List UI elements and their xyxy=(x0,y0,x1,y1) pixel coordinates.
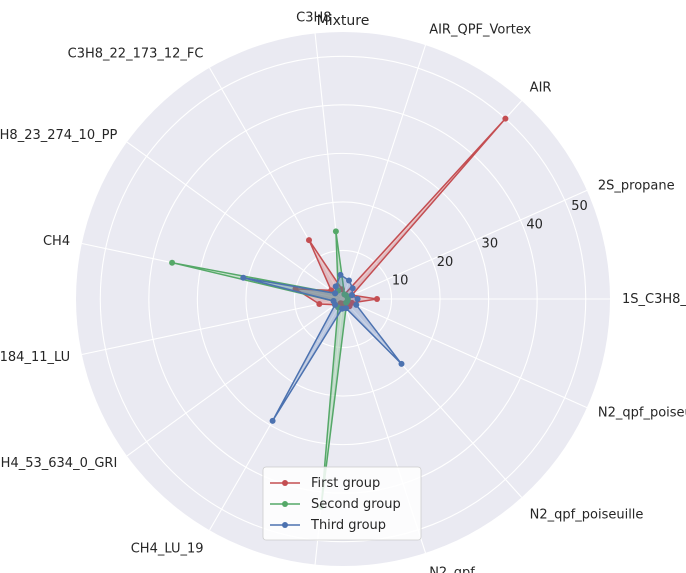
data-point xyxy=(316,301,323,307)
data-point xyxy=(332,283,339,290)
data-point xyxy=(332,301,339,308)
chart-title: Mixture xyxy=(317,13,370,29)
grid-spoke xyxy=(126,141,344,300)
data-point xyxy=(346,277,352,284)
polar-grid xyxy=(76,32,610,566)
data-point xyxy=(337,271,344,278)
legend-label: Second group xyxy=(311,497,401,512)
grid-spoke xyxy=(342,298,588,409)
data-point xyxy=(374,296,380,302)
radial-tick-label: 40 xyxy=(526,218,543,233)
category-label: C3H8 xyxy=(296,11,331,26)
data-point xyxy=(332,228,339,235)
grid-spoke xyxy=(342,44,427,300)
data-point xyxy=(348,292,355,299)
legend-label: Third group xyxy=(310,518,386,533)
grid-spoke xyxy=(342,298,523,498)
grid-spoke xyxy=(126,298,344,457)
category-label: CH4_19_184_11_LU xyxy=(0,350,70,365)
radial-tick-label: 20 xyxy=(437,255,454,270)
radial-tick-label: 30 xyxy=(482,236,499,251)
legend-marker xyxy=(282,480,288,486)
category-label: C3H8_22_173_12_FC xyxy=(68,46,204,61)
data-point xyxy=(169,259,176,266)
legend-marker xyxy=(282,522,288,528)
category-label: CH4 xyxy=(43,234,70,249)
data-point xyxy=(398,360,405,367)
category-label: CH4_53_634_0_GRI xyxy=(0,456,117,471)
category-label: N2_qpf_poiseuille_2D xyxy=(598,405,686,420)
series-group xyxy=(240,271,405,424)
radial-tick-label: 50 xyxy=(571,199,588,214)
data-point xyxy=(341,291,348,298)
category-label: 2S_propane xyxy=(598,179,675,194)
category-label: C3H8_23_274_10_PP xyxy=(0,128,117,143)
radial-ticks: 10 20 30 40 50 xyxy=(392,199,588,288)
data-point xyxy=(240,274,247,281)
grid-spoke xyxy=(81,298,344,356)
category-label: N2_qpf_poiseuille xyxy=(530,507,644,522)
series-area xyxy=(242,274,403,422)
legend-marker xyxy=(282,501,288,507)
data-point xyxy=(306,237,312,244)
data-point xyxy=(344,298,351,304)
category-label: N2_qpf xyxy=(429,565,475,573)
series-layer xyxy=(169,115,509,510)
data-point xyxy=(349,285,356,292)
data-point xyxy=(502,115,509,122)
data-point xyxy=(353,301,360,308)
data-point xyxy=(343,305,349,312)
data-point xyxy=(269,417,276,424)
data-point xyxy=(332,290,339,297)
data-point xyxy=(354,296,361,302)
category-label: AIR xyxy=(530,81,552,96)
grid-spoke xyxy=(209,67,344,300)
category-label: CH4_LU_19 xyxy=(131,542,204,557)
legend-label: First group xyxy=(311,476,380,491)
grid-spoke xyxy=(342,189,588,300)
legend: First group Second group Third group xyxy=(262,466,422,541)
legend-box xyxy=(262,466,422,541)
category-labels: 1S_C3H8_BFER 2S_propane AIR AIR_QPF_Vortex C… xyxy=(0,11,686,573)
radial-tick-label: 10 xyxy=(392,273,409,288)
category-label: AIR_QPF_Vortex xyxy=(429,23,531,38)
category-label: 1S_C3H8_BFER xyxy=(622,292,686,307)
